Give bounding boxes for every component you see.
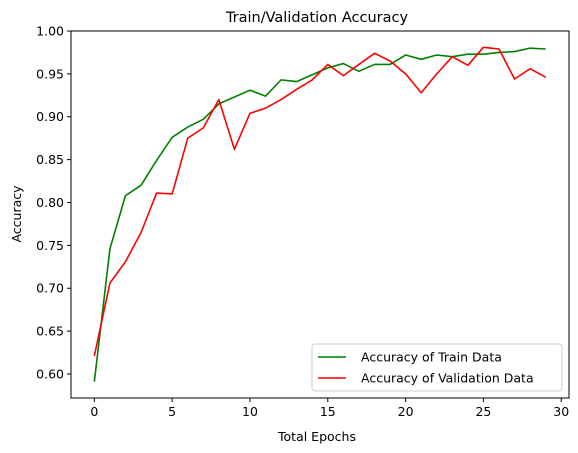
x-tick-label: 15 [320, 404, 336, 419]
y-tick-label: 0.60 [36, 366, 64, 381]
x-tick-label: 0 [90, 404, 98, 419]
x-tick-label: 10 [242, 404, 258, 419]
plot-frame [70, 30, 570, 399]
series-lines [93, 46, 547, 382]
legend-label: Accuracy of Validation Data [361, 371, 534, 386]
x-tick-label: 25 [475, 404, 491, 419]
chart-title: Train/Validation Accuracy [225, 10, 409, 26]
x-tick-label: 20 [398, 404, 414, 419]
y-tick-label: 0.85 [36, 152, 64, 167]
series-line-0 [93, 47, 546, 382]
y-tick-label: 0.70 [36, 281, 64, 296]
legend-box [311, 343, 563, 392]
y-tick-label: 1.00 [36, 24, 64, 39]
series-line-1 [93, 46, 547, 357]
legend-label: Accuracy of Train Data [361, 350, 502, 365]
legend: Accuracy of Train Data Accuracy of Valida… [311, 343, 563, 392]
y-axis-label: Accuracy [9, 185, 24, 243]
y-tick-label: 0.75 [36, 238, 64, 253]
y-tick-label: 0.95 [36, 66, 64, 81]
y-tick-label: 0.90 [36, 109, 64, 124]
x-tick-label: 30 [553, 404, 569, 419]
x-tick-label: 5 [168, 404, 176, 419]
x-axis-label: Total Epochs [277, 429, 356, 444]
ticks-layer: 0 5 10 15 20 25 30 0.60 0.65 0.70 0.75 0.80 0.85 0.90… [36, 24, 569, 420]
y-tick-label: 0.80 [36, 195, 64, 210]
y-tick-label: 0.65 [36, 324, 64, 339]
